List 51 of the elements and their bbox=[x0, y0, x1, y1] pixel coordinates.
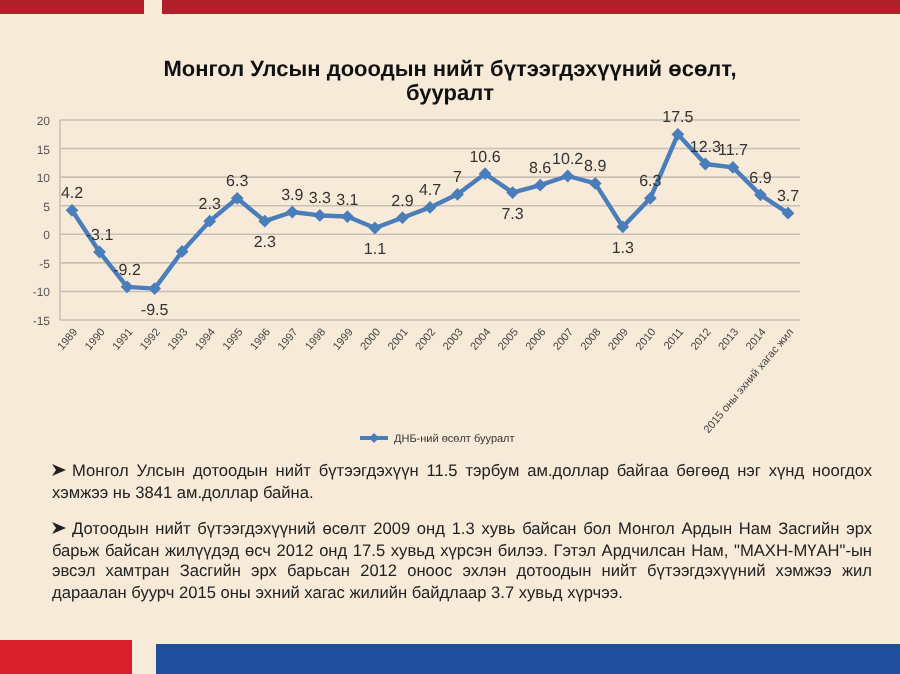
point bbox=[175, 245, 189, 258]
data-label: 11.7 bbox=[717, 141, 749, 160]
point bbox=[588, 177, 602, 190]
data-label: 3.9 bbox=[281, 186, 305, 204]
data-label: -9.2 bbox=[113, 260, 142, 279]
point bbox=[643, 191, 657, 205]
data-label: 3.1 bbox=[336, 190, 360, 209]
chart-title: Монгол Улсын дооодын нийт бүтээгдэхүүний өсөлт, бууралт bbox=[163, 58, 737, 106]
point bbox=[698, 157, 712, 171]
point bbox=[148, 282, 162, 295]
data-label: 6.9 bbox=[749, 168, 773, 187]
point bbox=[203, 214, 217, 228]
data-label: 7 bbox=[453, 168, 464, 187]
point bbox=[781, 206, 795, 220]
point bbox=[120, 280, 134, 294]
point bbox=[368, 221, 382, 235]
data-label: 4.7 bbox=[418, 181, 443, 200]
data-label: 2.3 bbox=[198, 195, 222, 214]
text: Монгол Улсын дотоодын нийт бүтээгдэхүүн 11.5 тэрбум ам.доллар байгаа бөгөөд нэг хүнд ноогдох хэмжээ нь 3841 ам.доллар байна. bbox=[52, 460, 872, 501]
point bbox=[533, 178, 547, 192]
point bbox=[340, 210, 354, 223]
data-label: 8.6 bbox=[529, 159, 553, 178]
point bbox=[506, 186, 520, 199]
point bbox=[230, 191, 244, 205]
point bbox=[561, 169, 575, 183]
point bbox=[754, 188, 767, 202]
data-label: 7.3 bbox=[501, 204, 525, 223]
data-label: -9.5 bbox=[140, 300, 170, 319]
data-label: 1.3 bbox=[611, 238, 635, 257]
point bbox=[313, 209, 327, 222]
data-label: 4.2 bbox=[60, 184, 85, 203]
point bbox=[671, 127, 685, 141]
data-label: 1.1 bbox=[363, 240, 388, 258]
text: Дотоодын нийт бүтээгдэхүүний өсөлт 2009 онд 1.3 хувь байсан бол Монгол Ардын Нам Засгийн эрх барьж байсан жилүүдэд өсч 2012 онд 17.5 хувьд хүрсэн билээ. Гэтэл Ардчилсан Нам, "МАХН-МҮАН"-ын эвсэл хамтран Засгийн эрх барьсан 2012 оноос эхлэн дотоодын нийт бүтээгдэхүүний хэмжээ жил дараалан буурч 2015 оны эхний хагас жилийн байдлаар 3.7 хувьд хүрчээ. bbox=[52, 518, 872, 601]
point bbox=[285, 205, 299, 219]
data-label: 10.2 bbox=[552, 150, 585, 168]
point bbox=[616, 220, 630, 234]
data-label: 8.9 bbox=[584, 157, 608, 176]
point bbox=[65, 203, 79, 217]
data-label: 3.7 bbox=[776, 187, 801, 206]
data-label: 10.6 bbox=[469, 147, 502, 166]
point bbox=[478, 167, 492, 181]
point bbox=[451, 187, 464, 201]
data-label: 2.9 bbox=[391, 191, 415, 210]
point bbox=[396, 211, 409, 225]
point bbox=[726, 161, 740, 174]
data-label: 17.5 bbox=[662, 108, 695, 127]
data-label: 3.3 bbox=[308, 189, 333, 208]
point bbox=[258, 214, 272, 228]
data-label: 6.3 bbox=[226, 172, 250, 191]
data-label: 2.3 bbox=[253, 233, 277, 252]
